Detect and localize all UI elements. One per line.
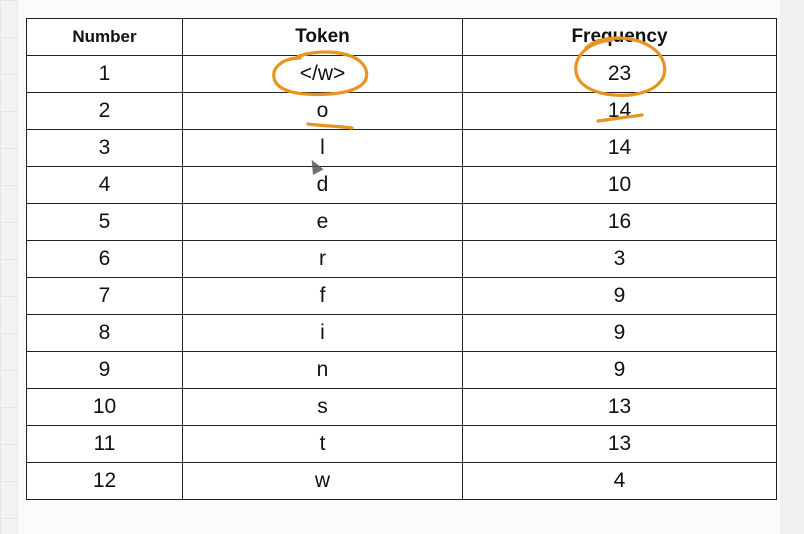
cell-frequency[interactable]: 10 <box>462 166 777 204</box>
cell-frequency[interactable]: 9 <box>462 277 777 315</box>
header-row: Number Token Frequency <box>26 18 777 56</box>
cell-number[interactable]: 3 <box>26 129 183 167</box>
cell-number[interactable]: 10 <box>26 388 183 426</box>
table-row: 2 o 14 <box>26 92 777 130</box>
cell-frequency[interactable]: 9 <box>462 351 777 389</box>
table-row: 12 w 4 <box>26 462 777 500</box>
cell-token[interactable]: r <box>182 240 463 278</box>
cell-token[interactable]: f <box>182 277 463 315</box>
cell-number[interactable]: 11 <box>26 425 183 463</box>
cell-frequency[interactable]: 9 <box>462 314 777 352</box>
table-row: 4 d 10 <box>26 166 777 204</box>
cell-token[interactable]: o <box>182 92 463 130</box>
header-token[interactable]: Token <box>182 18 463 56</box>
cell-token[interactable]: e <box>182 203 463 241</box>
table-row: 6 r 3 <box>26 240 777 278</box>
cell-number[interactable]: 6 <box>26 240 183 278</box>
cell-frequency[interactable]: 3 <box>462 240 777 278</box>
cell-token[interactable]: d <box>182 166 463 204</box>
cell-frequency[interactable]: 14 <box>462 92 777 130</box>
side-panel-edge <box>780 0 804 534</box>
header-frequency[interactable]: Frequency <box>462 18 777 56</box>
cell-number[interactable]: 2 <box>26 92 183 130</box>
table-row: 10 s 13 <box>26 388 777 426</box>
table-row: 1 </w> 23 <box>26 55 777 93</box>
cell-number[interactable]: 1 <box>26 55 183 93</box>
cell-frequency[interactable]: 13 <box>462 388 777 426</box>
table-row: 3 l 14 <box>26 129 777 167</box>
cell-frequency[interactable]: 4 <box>462 462 777 500</box>
cell-number[interactable]: 9 <box>26 351 183 389</box>
cell-frequency[interactable]: 13 <box>462 425 777 463</box>
cell-number[interactable]: 7 <box>26 277 183 315</box>
table-row: 7 f 9 <box>26 277 777 315</box>
cell-number[interactable]: 8 <box>26 314 183 352</box>
cell-frequency[interactable]: 16 <box>462 203 777 241</box>
cell-token[interactable]: w <box>182 462 463 500</box>
cell-number[interactable]: 12 <box>26 462 183 500</box>
table-row: 9 n 9 <box>26 351 777 389</box>
cell-token[interactable]: t <box>182 425 463 463</box>
cell-number[interactable]: 4 <box>26 166 183 204</box>
cell-token[interactable]: l <box>182 129 463 167</box>
table-row: 11 t 13 <box>26 425 777 463</box>
cell-token[interactable]: n <box>182 351 463 389</box>
table-row: 5 e 16 <box>26 203 777 241</box>
table-row: 8 i 9 <box>26 314 777 352</box>
cell-token[interactable]: s <box>182 388 463 426</box>
header-number[interactable]: Number <box>26 18 183 56</box>
cell-number[interactable]: 5 <box>26 203 183 241</box>
token-frequency-table: Number Token Frequency 1 </w> 23 2 o 1 4 … <box>26 18 777 500</box>
cell-token[interactable]: </w> <box>182 55 463 93</box>
cell-frequency[interactable]: 23 <box>462 55 777 93</box>
cell-token[interactable]: i <box>182 314 463 352</box>
cell-frequency[interactable]: 14 <box>462 129 777 167</box>
